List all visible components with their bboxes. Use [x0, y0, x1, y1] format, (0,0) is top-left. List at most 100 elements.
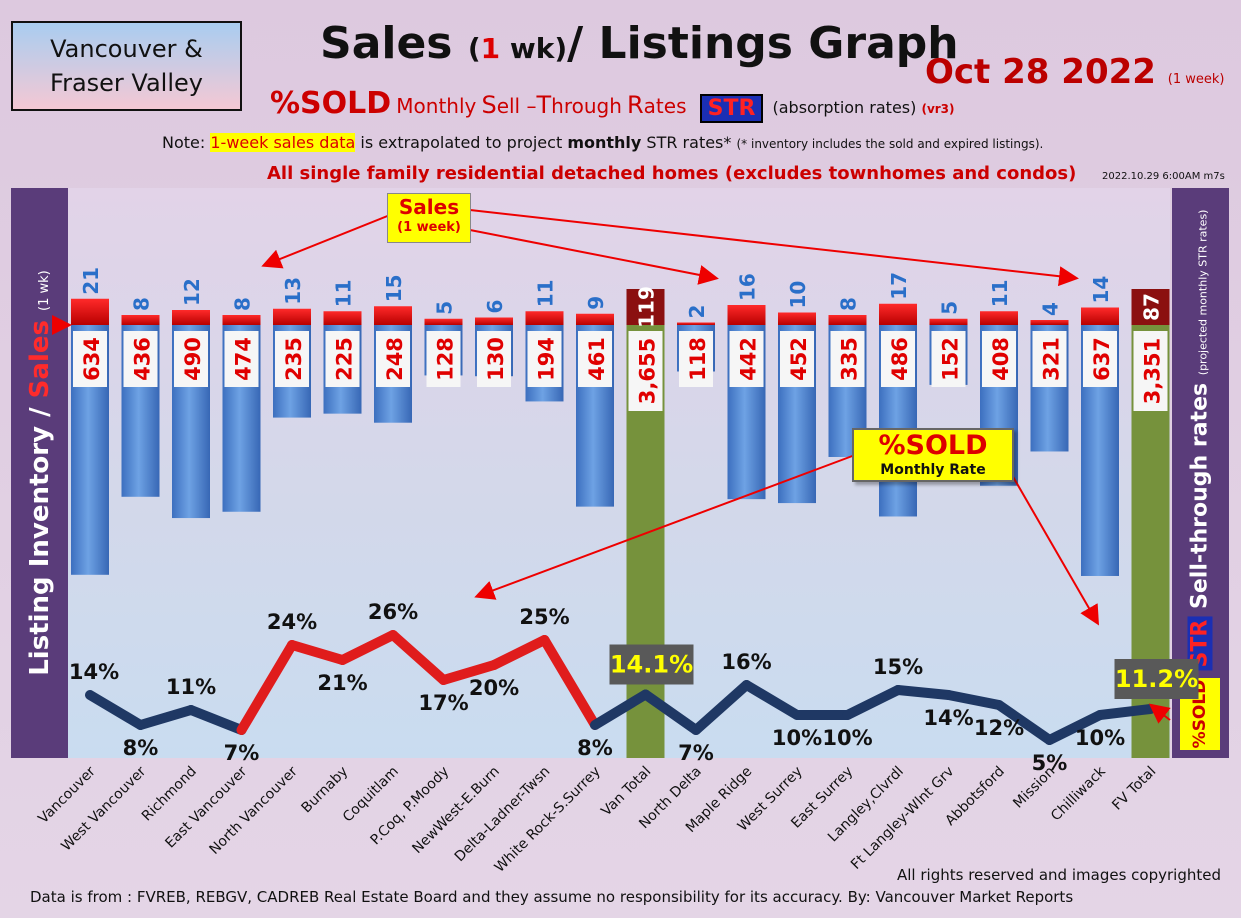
str-line-segment	[236, 640, 297, 735]
sales-bar	[71, 298, 109, 325]
sales-callout-title: Sales	[398, 195, 460, 219]
sold-side-arrow	[1148, 703, 1171, 724]
sales-label: 5	[433, 301, 457, 315]
subtitle-s: S	[481, 91, 497, 119]
str-label: 7%	[678, 741, 714, 765]
sales-label: 13	[281, 277, 305, 305]
inventory-label: 408	[989, 337, 1013, 381]
str-line-segment	[85, 690, 146, 730]
sales-bar	[1081, 307, 1119, 325]
sales-bar	[1030, 320, 1069, 325]
inventory-label-box	[1032, 331, 1067, 387]
total-str-box	[1114, 659, 1199, 699]
inventory-label-box	[1083, 331, 1117, 387]
inventory-label-box	[729, 331, 764, 387]
str-line-segment	[893, 685, 954, 700]
str-line-segment	[741, 680, 802, 720]
sales-bar	[929, 318, 968, 325]
str-line-segment	[337, 630, 398, 665]
sales-bar	[273, 308, 311, 325]
page-title: Sales (1 wk)/ Listings Graph	[320, 18, 959, 69]
region-box: Vancouver & Fraser Valley	[11, 21, 242, 111]
inventory-label-box	[477, 331, 511, 387]
inventory-label: 637	[1090, 337, 1114, 381]
sales-bar	[424, 318, 463, 325]
str-label: 5%	[1032, 751, 1068, 775]
region-line-2: Fraser Valley	[50, 69, 203, 97]
sales-label: 5	[938, 301, 962, 315]
subtitle-r: R	[626, 91, 644, 119]
category-label: North Vancouver	[207, 763, 301, 857]
str-line-segment	[438, 660, 499, 685]
inventory-label-box	[1133, 331, 1168, 411]
total-str-box	[609, 644, 694, 685]
sold-arrow-right	[1011, 474, 1100, 626]
str-label: 26%	[368, 600, 418, 624]
inventory-label-box	[931, 331, 966, 387]
inventory-label-box	[123, 331, 158, 387]
inventory-label: 461	[585, 337, 609, 381]
sales-arrow-mid	[469, 229, 719, 285]
sold-callout-sub: Monthly Rate	[880, 462, 986, 478]
sales-label: 11	[534, 279, 558, 307]
inventory-label: 490	[181, 337, 205, 381]
sales-bar	[222, 315, 261, 325]
str-label: 8%	[123, 736, 159, 760]
rights-text: All rights reserved and images copyright…	[897, 866, 1221, 884]
str-label: 16%	[721, 650, 771, 674]
sales-label: 6	[483, 300, 507, 314]
title-paren-open: (	[467, 32, 481, 65]
note-bold: monthly	[567, 133, 642, 152]
inventory-label: 235	[282, 337, 306, 381]
str-label: 7%	[224, 741, 260, 765]
str-line-segment	[539, 635, 600, 730]
inventory-label: 486	[888, 337, 912, 381]
str-line-segment	[388, 630, 449, 685]
sales-label: 8	[837, 297, 861, 311]
category-label: Burnaby	[299, 764, 352, 817]
inventory-label: 321	[1040, 337, 1064, 381]
str-line-segment	[186, 705, 247, 735]
inventory-label-box	[780, 331, 814, 387]
inventory-label: 474	[232, 337, 256, 381]
sales-label: 11	[332, 279, 356, 307]
subtitle-monthly: Monthly	[396, 94, 477, 118]
inventory-label: 130	[484, 337, 508, 381]
category-label: Delta-Ladner-Twsn	[452, 764, 554, 866]
title-paren: (1 wk)	[468, 32, 567, 65]
inventory-label-box	[174, 331, 208, 387]
subtitle: %SOLD Monthly Sell –Through Rates STR (a…	[270, 86, 955, 123]
sales-bar	[323, 311, 362, 325]
sales-bar	[727, 305, 766, 325]
inventory-label-box	[325, 331, 360, 387]
total-sales-bar	[1131, 289, 1170, 325]
inventory-label: 3,655	[636, 338, 660, 404]
str-line-segment	[994, 700, 1055, 745]
str-label: 10%	[822, 726, 872, 750]
sales-label: 4	[1039, 302, 1063, 316]
inventory-label-box	[224, 331, 259, 387]
sales-label: 14	[1089, 276, 1113, 304]
inventory-label: 248	[383, 337, 407, 381]
inventory-label-box	[628, 331, 663, 411]
sales-arrow-left	[261, 214, 391, 269]
source-text: Data is from : FVREB, REBGV, CADREB Real…	[30, 888, 1074, 906]
date-note: (1 week)	[1167, 72, 1225, 87]
str-line-segment	[943, 690, 1004, 710]
sold-callout-title: %SOLD	[878, 430, 988, 461]
subtitle-t: T	[536, 91, 552, 119]
subtitle-hrough: hrough	[551, 94, 622, 118]
subtitle-ates: ates	[643, 94, 687, 118]
sales-bar	[677, 322, 715, 325]
str-line-segment	[135, 705, 196, 730]
str-line-segment	[287, 640, 348, 665]
inventory-label-box	[376, 331, 410, 387]
sales-label: 8	[231, 297, 255, 311]
inventory-label-box	[578, 331, 612, 387]
str-line-segment	[489, 635, 550, 670]
inventory-label: 225	[333, 337, 357, 381]
sold-arrow-left	[474, 454, 856, 600]
sales-label: 11	[988, 279, 1012, 307]
sales-bar	[576, 313, 614, 325]
sales-callout-sub: (1 week)	[397, 220, 461, 235]
